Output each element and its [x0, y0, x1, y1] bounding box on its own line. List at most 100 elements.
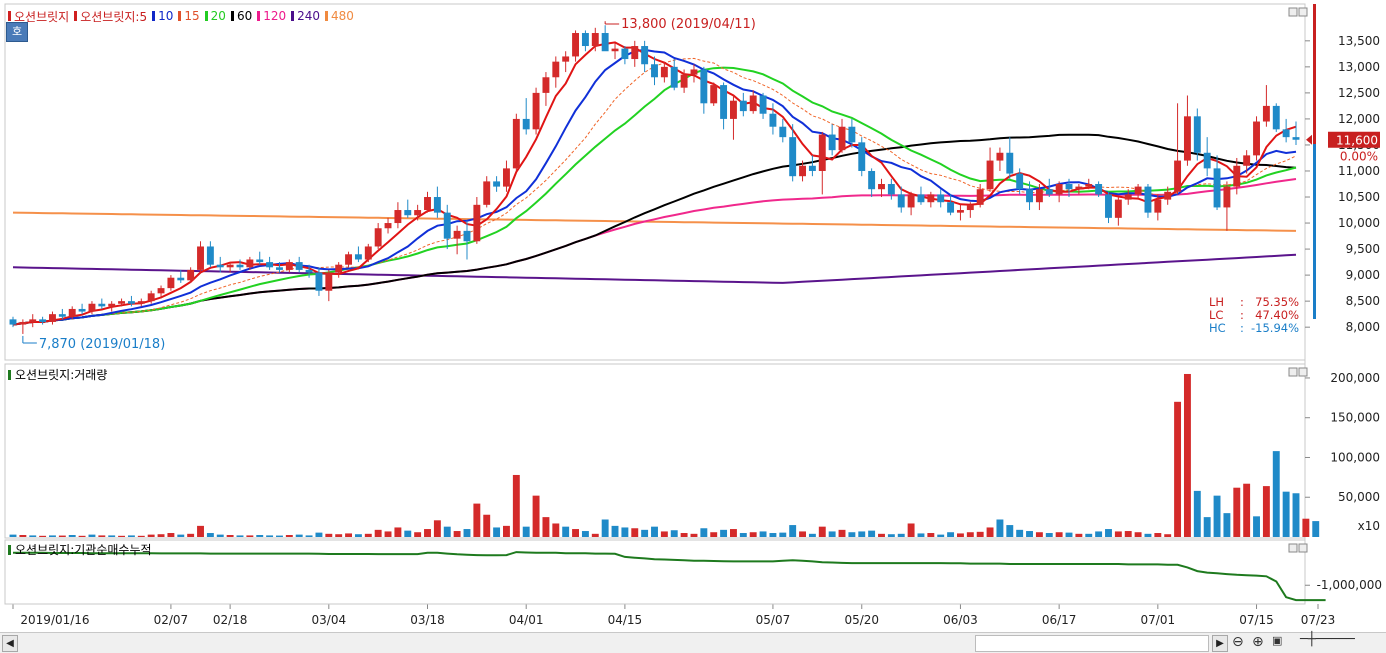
- volume-bar: [1183, 373, 1191, 537]
- candle-body: [581, 33, 589, 47]
- legend-label: 20: [210, 9, 226, 23]
- volume-bar: [1035, 532, 1043, 537]
- legend-item[interactable]: 240: [291, 9, 320, 23]
- volume-bar: [522, 526, 530, 537]
- candle-body: [453, 230, 461, 239]
- price-tick-label: 12,000: [1338, 112, 1380, 126]
- volume-bar: [858, 531, 866, 537]
- candle-body: [1055, 184, 1063, 195]
- candle-body: [58, 314, 66, 317]
- volume-bar: [956, 533, 964, 537]
- volume-bar: [986, 527, 994, 537]
- legend-item[interactable]: 15: [178, 9, 200, 23]
- candle-body: [1085, 184, 1093, 187]
- volume-tick-label: 150,000: [1330, 411, 1380, 425]
- volume-bar: [1243, 483, 1251, 537]
- legend-item[interactable]: 오션브릿지:5: [74, 8, 147, 25]
- legend-item[interactable]: 60: [230, 9, 252, 23]
- legend-marker-icon: [8, 11, 11, 21]
- volume-bar: [1154, 533, 1162, 537]
- candle-body: [167, 277, 175, 289]
- price-tick-label: 9,000: [1346, 268, 1380, 282]
- candle-body: [177, 277, 185, 281]
- candle-body: [621, 48, 629, 60]
- volume-bar: [878, 533, 885, 537]
- candle-body: [1026, 189, 1033, 203]
- legend-marker-icon: [152, 11, 156, 21]
- volume-bar: [917, 533, 925, 537]
- candle-body: [364, 246, 372, 260]
- price-scale-blue-band: [1313, 144, 1316, 319]
- candle-body: [670, 66, 678, 88]
- candle-body: [226, 264, 234, 268]
- ma20-line: [12, 66, 1297, 326]
- horizontal-scrollbar[interactable]: ◀ ▶ ⊖ ⊕ ▣ ─┼─────: [0, 632, 1386, 653]
- zoom-reset-icon[interactable]: ▣: [1272, 634, 1283, 647]
- volume-bar: [651, 526, 658, 537]
- legend-item[interactable]: 10: [152, 9, 173, 23]
- candle-body: [443, 212, 451, 239]
- volume-bar: [295, 534, 303, 537]
- ma60-line: [12, 133, 1297, 326]
- candle-body: [19, 321, 27, 325]
- candle-body: [493, 181, 501, 187]
- volume-bar: [276, 535, 283, 537]
- stat-colon: :: [1240, 321, 1244, 335]
- legend-item[interactable]: 480: [325, 9, 354, 23]
- price-panel-controls[interactable]: [1288, 7, 1308, 17]
- candle-body: [660, 66, 668, 78]
- ma480-line: [12, 211, 1297, 232]
- legend-item[interactable]: 20: [204, 9, 226, 23]
- candle-body: [29, 319, 37, 322]
- price-legend: 오션브릿지 오션브릿지:5 10 15 20 60 120 240 480: [8, 8, 354, 24]
- volume-bar: [197, 525, 204, 537]
- candle-body: [157, 288, 165, 294]
- volume-bar: [670, 530, 678, 537]
- candle-body: [118, 301, 126, 304]
- volume-bar: [769, 533, 777, 537]
- scroll-right-button[interactable]: ▶: [1212, 635, 1228, 652]
- zoom-slider[interactable]: ─┼─────: [1300, 632, 1355, 647]
- inst-panel-title: 오션브릿지:기관순매수누적: [8, 541, 152, 558]
- volume-bar: [749, 532, 757, 537]
- candle-body: [1124, 194, 1132, 200]
- candle-body: [127, 301, 135, 304]
- volume-bar: [690, 533, 698, 537]
- low-annotation: 7,870 (2019/01/18): [39, 337, 165, 352]
- volume-bar: [1006, 525, 1014, 537]
- scroll-thumb[interactable]: [975, 635, 1209, 652]
- x-tick-label: 07/15: [1239, 613, 1274, 627]
- candle-body: [197, 246, 204, 270]
- volume-bar: [1193, 490, 1201, 537]
- zoom-in-icon[interactable]: ⊕: [1252, 634, 1264, 650]
- candle-body: [838, 126, 846, 151]
- scroll-left-button[interactable]: ◀: [2, 635, 18, 652]
- candle-body: [1144, 186, 1152, 213]
- legend-marker-icon: [230, 11, 234, 21]
- volume-bar: [1164, 534, 1172, 537]
- volume-bar: [1134, 532, 1142, 537]
- candle-body: [325, 272, 333, 291]
- candle-body: [1154, 199, 1162, 213]
- candle-body: [966, 204, 974, 211]
- volume-bar: [1253, 516, 1260, 537]
- volume-panel-controls[interactable]: [1288, 367, 1308, 377]
- candle-body: [818, 134, 826, 171]
- volume-bar: [177, 534, 185, 537]
- volume-tick-label: 50,000: [1338, 490, 1380, 504]
- candle-body: [947, 202, 955, 213]
- legend-item[interactable]: 120: [257, 9, 286, 23]
- inst-panel-controls[interactable]: [1288, 543, 1308, 553]
- legend-item[interactable]: 오션브릿지: [8, 8, 69, 25]
- x-tick-label: 05/07: [756, 613, 791, 627]
- volume-bar: [9, 534, 17, 537]
- zoom-out-icon[interactable]: ⊖: [1232, 634, 1244, 650]
- ma120-line: [12, 178, 1297, 326]
- candle-body: [512, 118, 520, 169]
- chart-canvas[interactable]: 13,50013,00012,50012,00011,50011,00010,5…: [0, 0, 1386, 632]
- candle-body: [532, 92, 540, 130]
- volume-bar: [779, 532, 787, 537]
- x-tick-label: 04/01: [509, 613, 544, 627]
- candle-body: [433, 197, 441, 213]
- ho-button[interactable]: 호: [6, 22, 28, 42]
